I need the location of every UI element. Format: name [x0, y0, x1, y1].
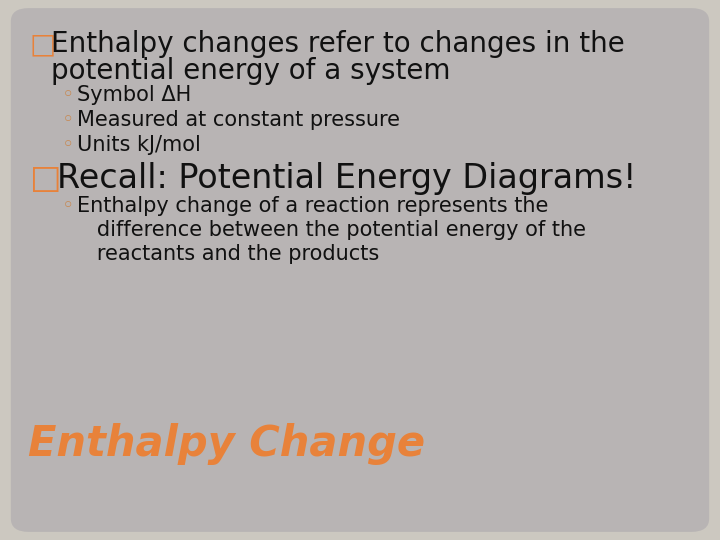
Text: Enthalpy change of a reaction represents the: Enthalpy change of a reaction represents… [77, 196, 549, 216]
Text: Units kJ/mol: Units kJ/mol [77, 135, 201, 155]
Text: ◦: ◦ [62, 110, 74, 130]
Text: Symbol ΔH: Symbol ΔH [77, 85, 192, 105]
Text: Recall: Potential Energy Diagrams!: Recall: Potential Energy Diagrams! [57, 162, 636, 195]
Text: □: □ [30, 30, 56, 58]
Text: ◦: ◦ [62, 135, 74, 155]
Text: products: products [614, 472, 648, 481]
Text: activated
complex: activated complex [471, 323, 507, 343]
Text: activation
energy: activation energy [416, 371, 451, 384]
Text: reactants and the products: reactants and the products [77, 244, 379, 264]
Text: ΔH: ΔH [643, 452, 656, 461]
Text: Enthalpy changes refer to changes in the: Enthalpy changes refer to changes in the [51, 30, 625, 58]
Text: EXOTHERMIC: EXOTHERMIC [313, 290, 390, 300]
Text: Potential
energy
(kJ): Potential energy (kJ) [289, 373, 323, 403]
Text: ◦: ◦ [62, 196, 74, 216]
Text: Ea: Ea [527, 383, 537, 393]
Text: reactants: reactants [406, 417, 443, 426]
Text: potential energy of a system: potential energy of a system [51, 57, 451, 85]
Text: Measured at constant pressure: Measured at constant pressure [77, 110, 400, 130]
Text: □: □ [30, 162, 61, 195]
Text: Enthalpy Change: Enthalpy Change [28, 423, 425, 465]
Text: difference between the potential energy of the: difference between the potential energy … [77, 220, 586, 240]
X-axis label: reaction pathway: reaction pathway [464, 510, 537, 519]
Text: ◦: ◦ [62, 85, 74, 105]
